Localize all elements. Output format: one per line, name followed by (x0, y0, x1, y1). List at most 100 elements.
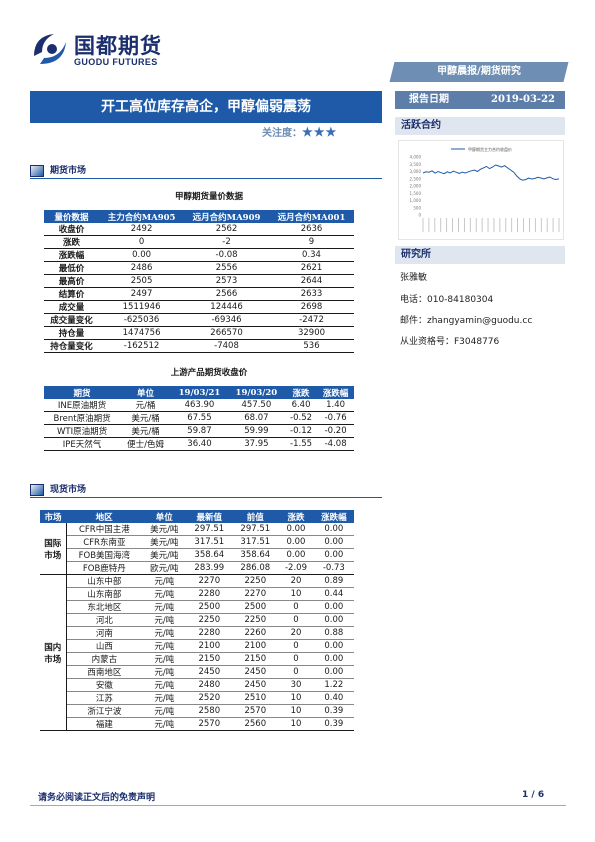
table-cell: 2500 (232, 600, 279, 614)
mini-line-chart: 甲醇期货主力合约收盘价 4,000 3,500 3,000 2,500 2,000 1,50… (410, 146, 560, 232)
table-row: FOB美国海湾 美元/吨 358.64 358.64 0.00 0.00 (40, 548, 354, 562)
analyst-phone: 电话：010-84180304 (400, 295, 494, 305)
table-cell: 2250 (232, 613, 279, 627)
table-cell: 山东南部 (66, 587, 143, 601)
x-tick-mark (428, 218, 430, 232)
table-cell: 68.07 (227, 411, 285, 425)
analyst-license: 从业资格号：F3048776 (400, 337, 500, 347)
table-cell: 0.39 (313, 717, 354, 731)
table-cell: 2621 (269, 261, 354, 275)
row-label: 最高价 (44, 274, 100, 288)
table-cell: 9 (269, 235, 354, 249)
table-cell: 河北 (66, 613, 143, 627)
spot-section-label: 现货市场 (50, 485, 87, 495)
table-cell: 西南地区 (66, 665, 143, 679)
table-row: IPE天然气 便士/色姆 36.40 37.95 -1.55 -4.08 (44, 437, 354, 451)
table-cell: 30 (278, 678, 314, 692)
table-cell: 2500 (186, 600, 233, 614)
close-price-line (422, 164, 560, 181)
table-cell: 元/吨 (142, 600, 187, 614)
table-cell: 元/吨 (142, 626, 187, 640)
table-cell: 2505 (99, 274, 185, 288)
table-header-cell: 19/03/20 (227, 386, 285, 399)
table-cell: 美元/桶 (120, 424, 171, 438)
table-cell: 0.00 (99, 248, 185, 262)
table-cell: 10 (278, 587, 314, 601)
spot-section-heading: 现货市场 (30, 482, 86, 496)
row-label: 收盘价 (44, 223, 100, 236)
table-cell: 266570 (184, 326, 270, 340)
table-cell: 36.40 (171, 437, 228, 451)
spot-section-divider (30, 497, 382, 498)
table-cell: 2280 (186, 626, 233, 640)
table-cell: -0.12 (284, 424, 318, 438)
report-type-banner: 甲醇晨报/期货研究 (437, 66, 521, 77)
table-cell: 0.00 (313, 535, 354, 549)
table-cell: 0 (99, 235, 185, 249)
table-row: INE原油期货 元/桶 463.90 457.50 6.40 1.40 (44, 399, 354, 412)
report-title: 开工高位库存高企，甲醇偏弱震荡 (30, 91, 382, 123)
table-cell: 1.22 (313, 678, 354, 692)
table-cell: 元/吨 (142, 587, 187, 601)
table-cell: 山东中部 (66, 574, 143, 588)
table-row: 西南地区 元/吨 2450 2450 0 0.00 (40, 665, 354, 679)
table-cell: 2566 (184, 287, 270, 301)
table-row: 结算价 2497 2566 2633 (44, 287, 354, 301)
table-cell: -2472 (269, 313, 354, 327)
x-tick-mark (493, 218, 495, 232)
x-tick-mark (517, 218, 519, 232)
y-tick-label: 3,500 (410, 162, 422, 167)
table-row: 涨跌幅 0.00 -0.08 0.34 (44, 248, 354, 262)
table-cell: 东北地区 (66, 600, 143, 614)
table-cell: 2480 (186, 678, 233, 692)
x-tick-mark (469, 218, 471, 232)
table-cell: 2644 (269, 274, 354, 288)
table-cell: 1511946 (99, 300, 185, 314)
table-cell: 463.90 (171, 399, 228, 412)
legend-label: 甲醇期货主力合约收盘价 (468, 146, 512, 152)
x-tick-mark (452, 218, 453, 232)
x-tick-mark (434, 218, 436, 232)
table-cell: 元/吨 (142, 704, 187, 718)
table-header-cell: 19/03/21 (171, 386, 228, 399)
table-cell: 20 (278, 574, 314, 588)
table-cell: 0 (278, 639, 314, 653)
x-tick-mark (511, 218, 513, 232)
table-cell: 元/吨 (142, 613, 187, 627)
company-logo: 国都期货 GUODU FUTURES (26, 26, 186, 74)
table-cell: CFR东南亚 (66, 535, 143, 549)
table-cell: 358.64 (186, 548, 233, 562)
table-cell: 0.00 (313, 548, 354, 562)
x-tick-mark (546, 218, 548, 232)
table-header-cell: 期货 (44, 386, 121, 399)
table-cell: IPE天然气 (44, 437, 121, 451)
table-cell: 美元/吨 (142, 523, 187, 536)
footer-divider (30, 805, 566, 806)
table-cell: 0 (278, 613, 314, 627)
table-cell: 0.00 (313, 665, 354, 679)
table-cell: 10 (278, 704, 314, 718)
table-cell: 1474756 (99, 326, 185, 340)
table-row: CFR东南亚 美元/吨 317.51 317.51 0.00 0.00 (40, 535, 354, 549)
row-label: 结算价 (44, 287, 100, 301)
table-cell: -0.76 (317, 411, 354, 425)
table-cell: 美元/桶 (120, 411, 171, 425)
x-tick-mark (529, 218, 530, 232)
table-cell: 297.51 (232, 523, 279, 536)
table-cell: 457.50 (227, 399, 285, 412)
table-cell: 2497 (99, 287, 185, 301)
table-row: 内蒙古 元/吨 2150 2150 0 0.00 (40, 652, 354, 666)
table-cell: CFR中国主港 (66, 523, 143, 536)
report-date-bar: 报告日期 2019-03-22 (395, 91, 565, 109)
table-row: 最高价 2505 2573 2644 (44, 274, 354, 288)
table-row: 成交量变化 -625036 -69346 -2472 (44, 313, 354, 327)
table-cell: 河南 (66, 626, 143, 640)
table-cell: 美元/吨 (142, 535, 187, 549)
table-cell: 0.44 (313, 587, 354, 601)
table-cell: 元/吨 (142, 652, 187, 666)
table-cell: 2270 (232, 587, 279, 601)
table-cell: 286.08 (232, 561, 279, 575)
y-tick-label: 0 (418, 213, 421, 218)
table-row: 国际市场 CFR中国主港 美元/吨 297.51 297.51 0.00 0.00 (40, 523, 354, 575)
row-label: 涨跌 (44, 235, 100, 249)
